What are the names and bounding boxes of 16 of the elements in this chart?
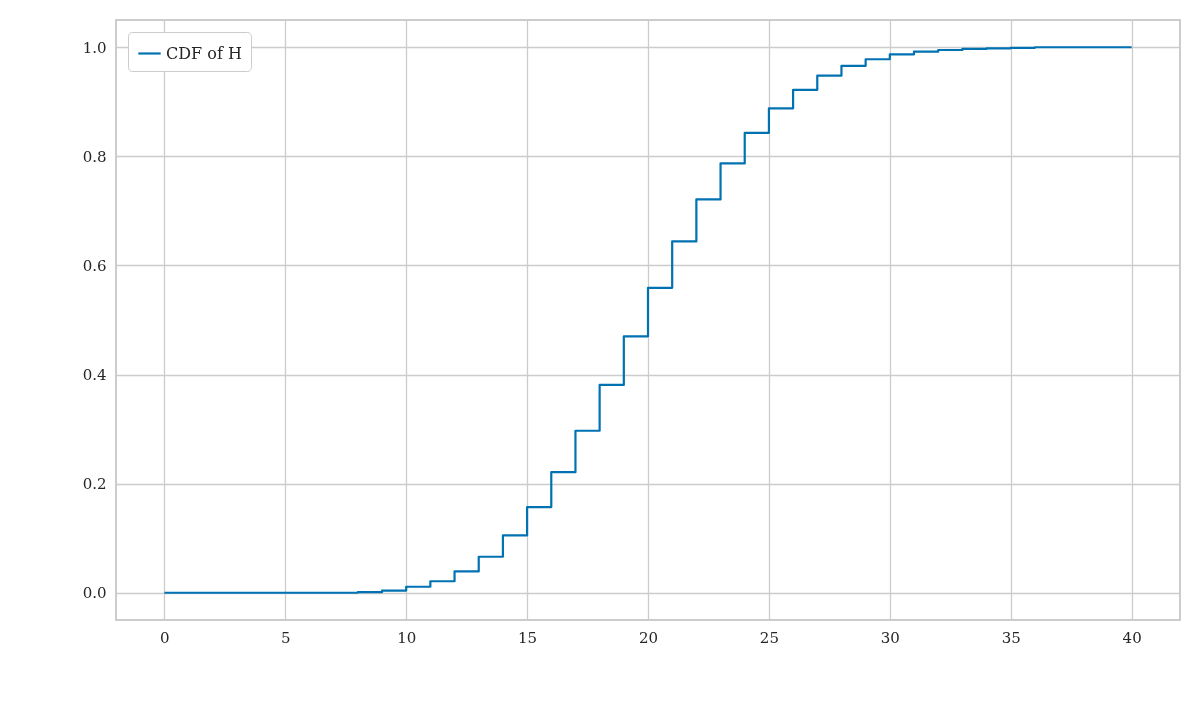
x-tick-label: 20 [638,628,659,647]
y-tick-label: 1.0 [82,38,107,57]
x-tick-label: 35 [1001,628,1021,647]
x-tick-label: 25 [759,628,779,647]
y-tick-label: 0.0 [82,584,107,603]
x-tick-label: 5 [281,628,291,647]
y-tick-label: 0.6 [82,256,107,275]
x-tick-label: 40 [1122,628,1142,647]
x-tick-label: 30 [880,628,900,647]
x-tick-label: 0 [160,628,170,647]
x-tick-label: 15 [518,628,538,647]
y-tick-label: 0.8 [82,147,107,166]
y-tick-label: 0.2 [82,475,107,494]
legend-label: CDF of H [166,43,242,63]
x-tick-label: 10 [397,628,417,647]
y-tick-label: 0.4 [82,366,107,385]
